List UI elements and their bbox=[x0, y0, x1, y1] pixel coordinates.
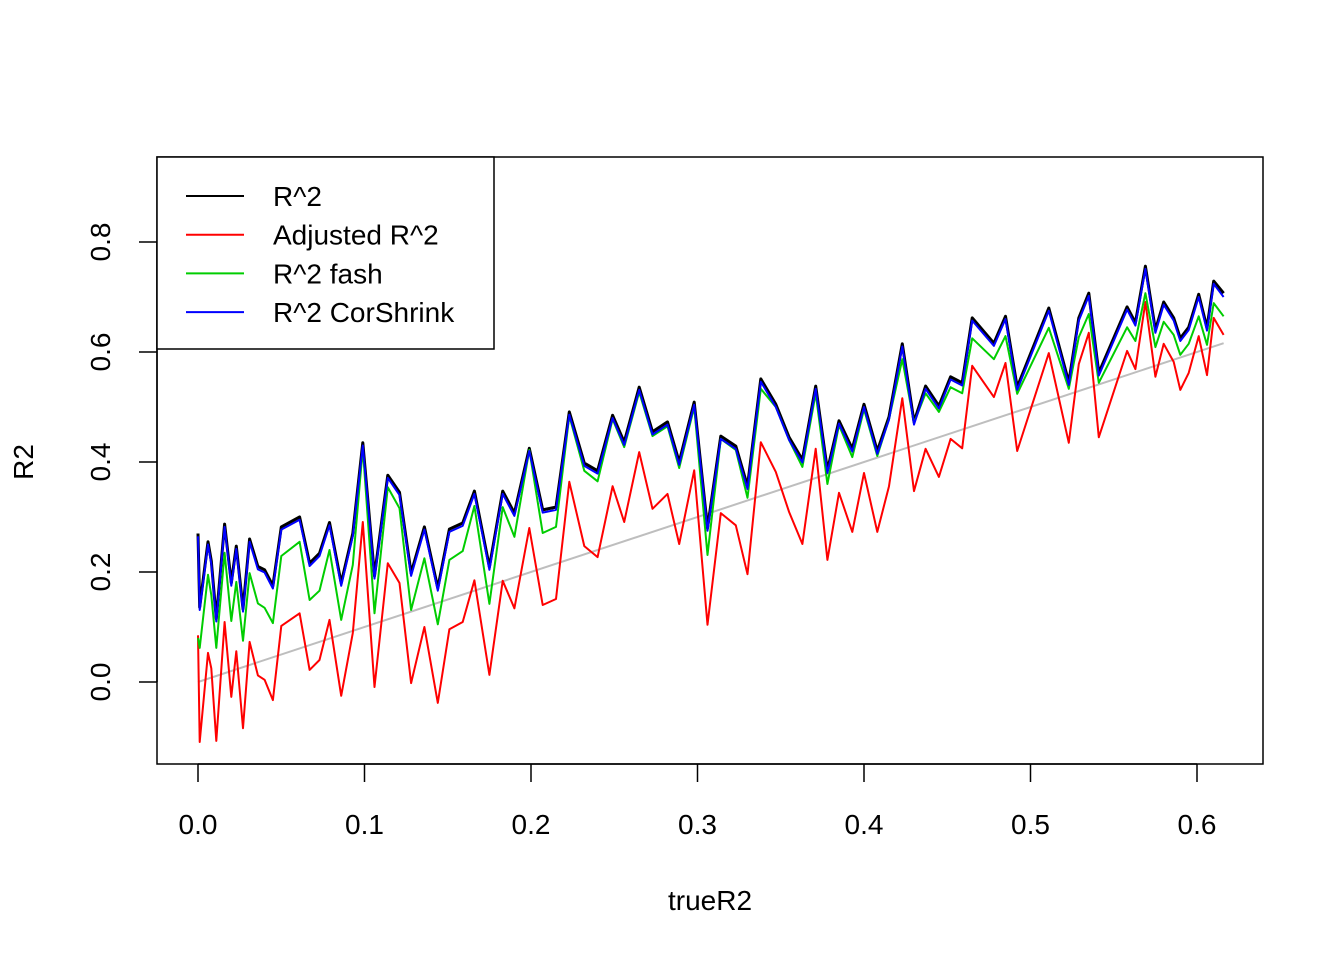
x-tick-label: 0.1 bbox=[345, 809, 384, 840]
series-layer bbox=[196, 264, 1225, 743]
x-tick-label: 0.2 bbox=[512, 809, 551, 840]
legend-item: R^2 bbox=[186, 181, 322, 212]
series-line-adjusted-r-2 bbox=[197, 301, 1225, 743]
x-axis-label: trueR2 bbox=[668, 885, 752, 916]
legend-item: R^2 fash bbox=[186, 258, 383, 289]
legend: R^2 Adjusted R^2 R^2 fash R^2 CorShrink bbox=[156, 156, 495, 350]
y-tick-label: 0.2 bbox=[85, 553, 116, 592]
legend-box bbox=[156, 156, 495, 350]
legend-label: Adjusted R^2 bbox=[273, 220, 439, 251]
y-tick-label: 0.0 bbox=[85, 663, 116, 702]
y-tick-label: 0.4 bbox=[85, 443, 116, 482]
legend-item: Adjusted R^2 bbox=[186, 220, 439, 251]
x-tick-label: 0.3 bbox=[678, 809, 717, 840]
legend-label: R^2 CorShrink bbox=[273, 297, 455, 328]
x-tick-label: 0.6 bbox=[1178, 809, 1217, 840]
y-axis-label: R2 bbox=[8, 444, 39, 480]
x-tick-label: 0.5 bbox=[1011, 809, 1050, 840]
legend-label: R^2 bbox=[273, 181, 322, 212]
x-tick-label: 0.0 bbox=[179, 809, 218, 840]
x-tick-label: 0.4 bbox=[845, 809, 884, 840]
y-tick-label: 0.8 bbox=[85, 223, 116, 262]
y-tick-label: 0.6 bbox=[85, 333, 116, 372]
legend-label: R^2 fash bbox=[273, 258, 383, 289]
series-line-r-2-corshrink bbox=[197, 267, 1225, 623]
legend-item: R^2 CorShrink bbox=[186, 297, 455, 328]
x-axis: 0.0 0.1 0.2 0.3 0.4 0.5 0.6 bbox=[179, 763, 1217, 840]
